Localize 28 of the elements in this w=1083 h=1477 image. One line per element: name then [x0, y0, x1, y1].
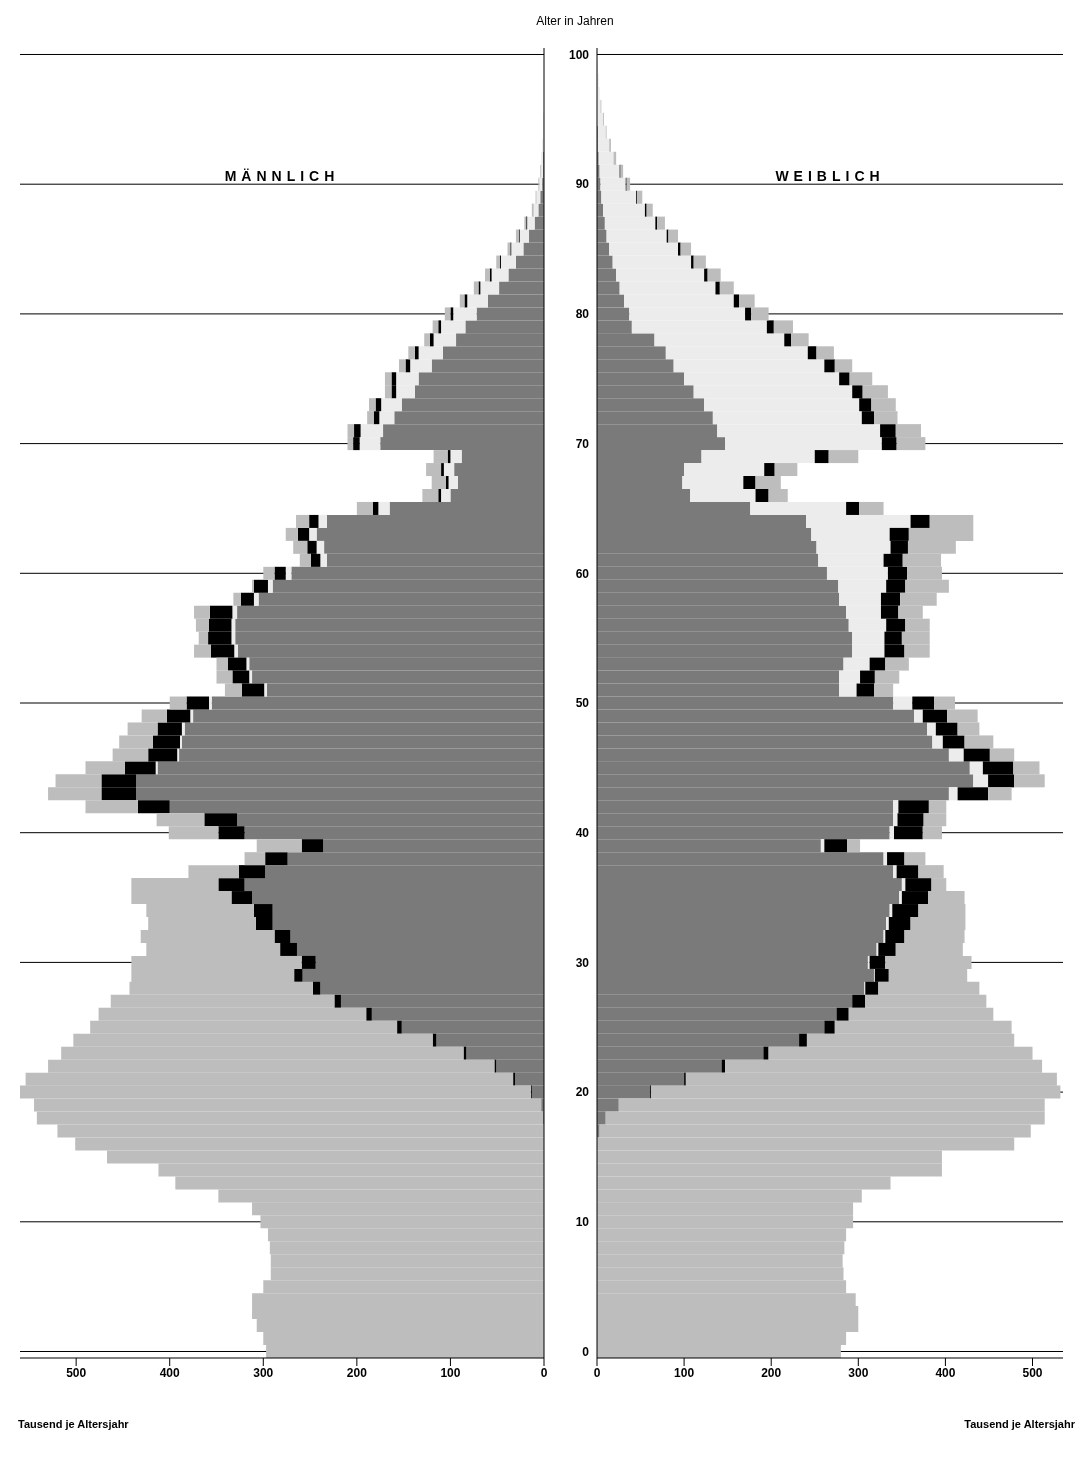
y-tick-label: 40: [575, 825, 590, 840]
x-tick-label: 500: [66, 1365, 87, 1380]
y-tick-label: 90: [575, 177, 590, 192]
y-tick-label: 60: [575, 566, 590, 581]
y-tick-label: 10: [575, 1215, 590, 1230]
x-tick-label: 0: [540, 1365, 548, 1380]
x-tick-label: 100: [674, 1365, 695, 1380]
y-tick-label: 0: [582, 1344, 590, 1359]
x-tick-label: 400: [159, 1365, 181, 1380]
x-tick-label: 0: [593, 1365, 601, 1380]
x-axis-title: Tausend je Altersjahr: [964, 1418, 1075, 1430]
x-axis-title: Tausend je Altersjahr: [18, 1418, 129, 1430]
y-tick-label: 50: [575, 696, 590, 711]
x-tick-label: 300: [253, 1365, 274, 1380]
y-tick-label: 80: [575, 307, 590, 322]
x-tick-label: 200: [761, 1365, 782, 1380]
y-axis-title: Alter in Jahren: [535, 14, 615, 28]
x-tick-label: 400: [935, 1365, 956, 1380]
y-tick-label: 20: [575, 1085, 590, 1100]
text: WEIBLICH: [774, 168, 886, 184]
x-tick-label: 200: [346, 1365, 368, 1380]
y-tick-label: 30: [575, 955, 590, 970]
y-tick-label: 100: [568, 47, 590, 62]
x-tick-label: 100: [440, 1365, 461, 1380]
x-tick-label: 300: [848, 1365, 869, 1380]
x-tick-label: 500: [1022, 1365, 1043, 1380]
y-tick-label: 70: [575, 436, 590, 451]
text: MÄNNLICH: [223, 168, 341, 184]
